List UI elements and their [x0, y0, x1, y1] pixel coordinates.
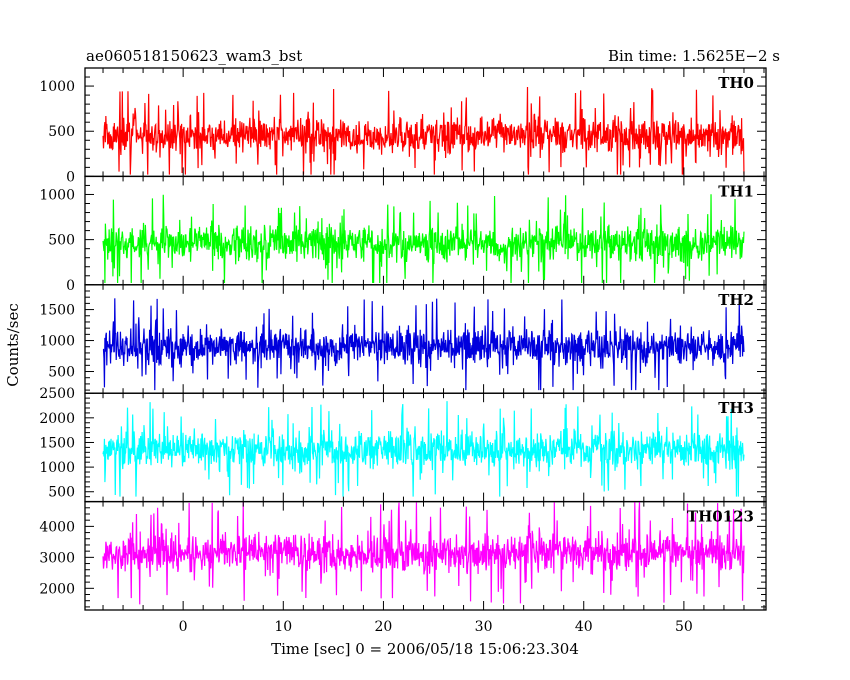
- y-tick-label: 0: [66, 278, 75, 294]
- y-tick-label: 1000: [39, 460, 75, 476]
- y-axis-label: Counts/sec: [4, 303, 22, 387]
- panel-th2: 500 1000 1500 TH2: [39, 284, 767, 394]
- x-tick-label: 10: [274, 619, 292, 635]
- panel-frame: [84, 500, 767, 611]
- y-tick-label: 500: [48, 124, 75, 140]
- series-label-th0: TH0: [718, 74, 754, 92]
- series-th3-line: [102, 401, 745, 497]
- chart-title: ae060518150623_wam3_bst: [86, 47, 302, 65]
- y-tick-label: 3000: [39, 550, 75, 566]
- series-label-th0123: TH0123: [687, 508, 754, 526]
- panel-frame: [84, 175, 767, 286]
- y-tick-label: 1500: [39, 303, 75, 319]
- x-axis-label: Time [sec] 0 = 2006/05/18 15:06:23.304: [271, 640, 579, 658]
- bin-time-label: Bin time: 1.5625E−2 s: [608, 47, 780, 65]
- series-th0123-line: [102, 501, 745, 605]
- x-tick-label: 30: [475, 619, 493, 635]
- panel-th3: 500 1000 1500 2000 2500 TH3: [39, 386, 767, 503]
- x-tick-label: 40: [575, 619, 593, 635]
- y-tick-label: 1000: [39, 187, 75, 203]
- y-tick-label: 1000: [39, 334, 75, 350]
- series-label-th3: TH3: [718, 399, 754, 417]
- y-tick-label: 2000: [39, 411, 75, 427]
- panel-th0: 0 500 1000 TH0: [39, 67, 767, 185]
- y-tick-label: 2000: [39, 581, 75, 597]
- y-tick-label: 0: [66, 169, 75, 185]
- x-tick-label: 50: [675, 619, 693, 635]
- x-tick-label: 20: [375, 619, 393, 635]
- y-tick-label: 500: [48, 233, 75, 249]
- y-tick-label: 4000: [39, 519, 75, 535]
- panel-frame: [84, 67, 767, 178]
- y-tick-label: 500: [48, 485, 75, 501]
- series-th2-line: [102, 298, 745, 391]
- x-tick-label: 0: [179, 619, 188, 635]
- series-label-th1: TH1: [718, 182, 754, 200]
- series-th0-line: [102, 86, 745, 175]
- y-tick-label: 500: [48, 365, 75, 381]
- y-tick-label: 1500: [39, 435, 75, 451]
- panel-th1: 0 500 1000 TH1: [39, 175, 767, 294]
- series-label-th2: TH2: [718, 291, 754, 309]
- y-tick-label: 1000: [39, 79, 75, 95]
- y-tick-label: 2500: [39, 386, 75, 402]
- series-th1-line: [102, 194, 745, 284]
- panel-th0123: 2000 3000 4000 TH0123: [39, 500, 767, 611]
